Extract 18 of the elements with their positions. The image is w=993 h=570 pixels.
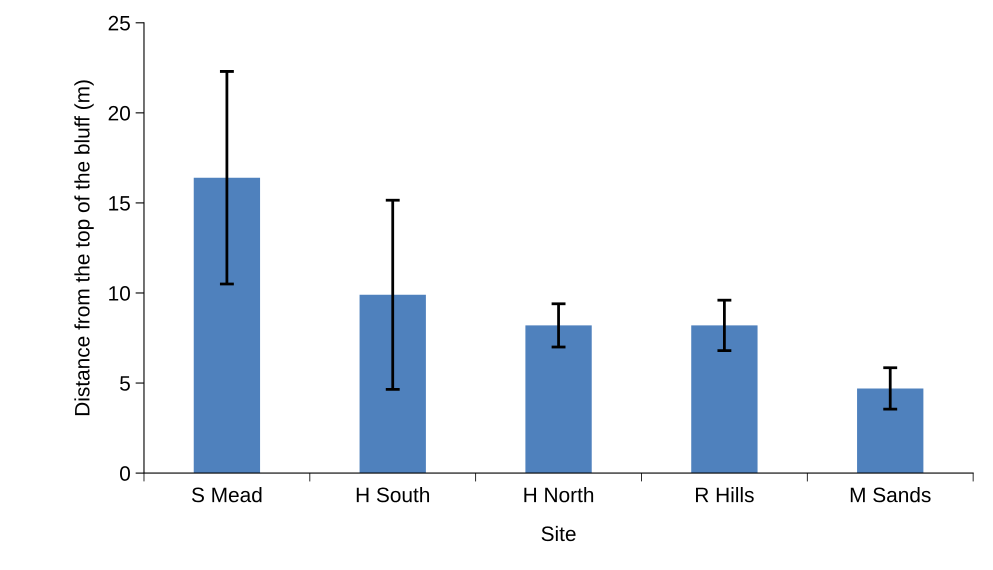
x-tick-label: R Hills: [696, 486, 754, 502]
bar: [194, 178, 260, 474]
x-tick-label: H South: [356, 486, 430, 502]
bar: [360, 294, 426, 474]
y-tick-label: 20: [108, 106, 130, 121]
bar: [525, 325, 592, 474]
y-tick-label: 15: [109, 196, 130, 211]
x-tick-label: H North: [524, 486, 594, 502]
y-tick-label: 0: [120, 466, 130, 481]
y-axis-title: Distance from the top of the bluff (m): [74, 80, 94, 416]
x-axis-title: Site: [542, 526, 576, 542]
bar: [857, 388, 924, 474]
bar: [691, 325, 758, 474]
x-tick-label: M Sands: [850, 486, 931, 502]
y-tick-label: 5: [120, 376, 130, 391]
x-tick-label: S Mead: [192, 486, 262, 502]
y-tick-label: 10: [109, 286, 130, 301]
y-tick-label: 25: [108, 16, 130, 31]
